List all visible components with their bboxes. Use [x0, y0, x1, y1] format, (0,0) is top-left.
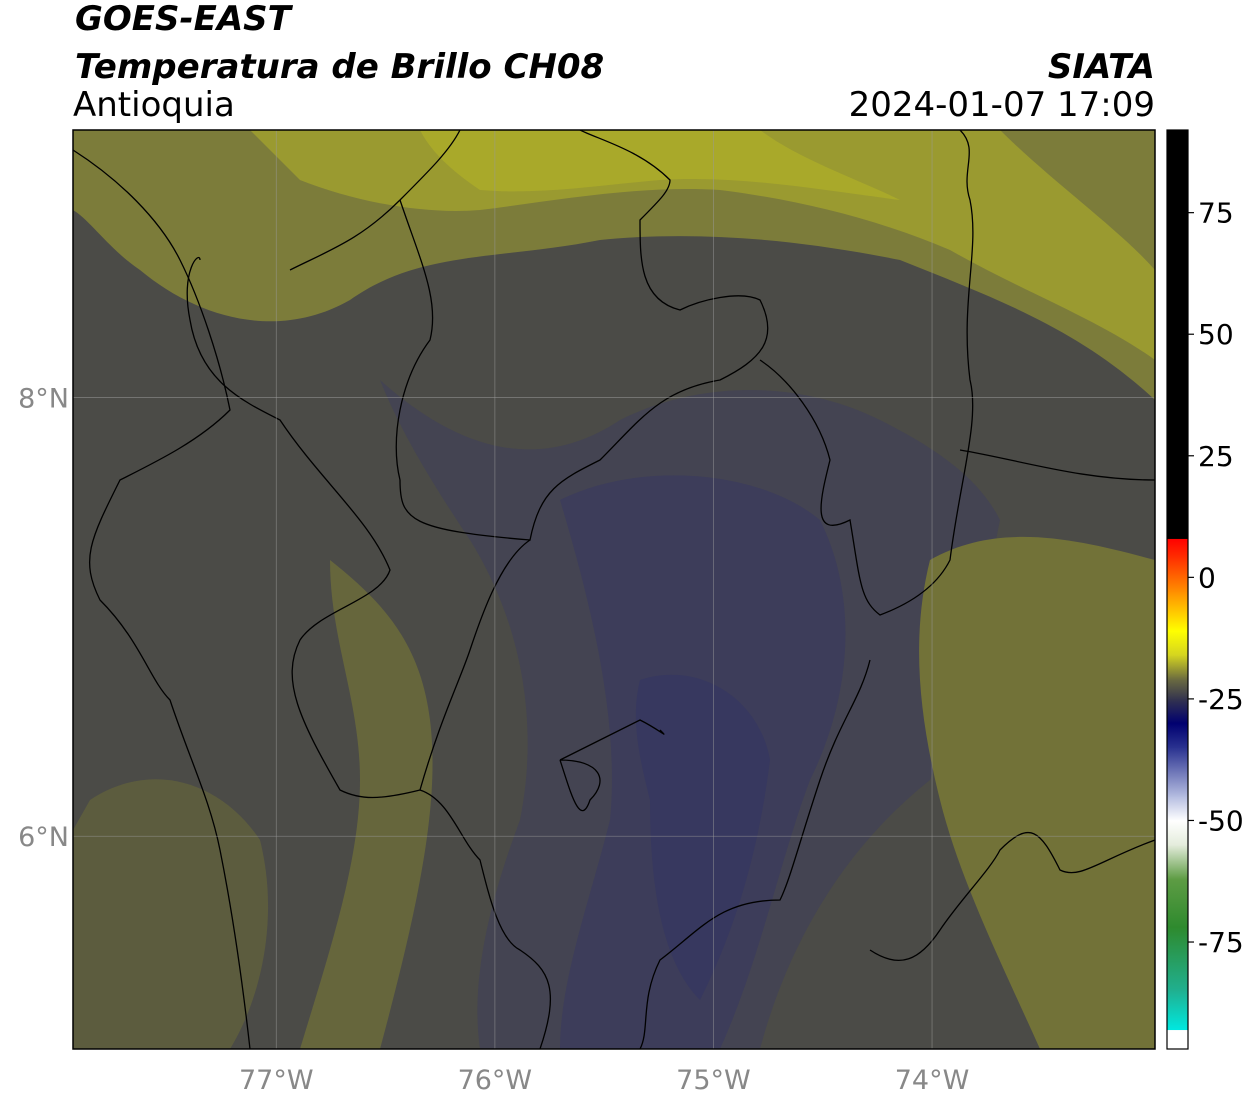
colorbar-segment: [1167, 747, 1188, 797]
colorbar-segment: [1167, 796, 1188, 821]
warm-band: [300, 560, 433, 1049]
colorbar-tick-label: 25: [1198, 440, 1234, 473]
warmest-zone: [420, 130, 900, 200]
colorbar-segment: [1167, 630, 1188, 656]
colorbar-segment: [1167, 723, 1188, 749]
colorbar-segment: [1167, 844, 1188, 880]
colorbar-segment: [1167, 698, 1188, 724]
colorbar-segment: [1167, 591, 1188, 632]
timestamp: 2024-01-07 17:09: [849, 85, 1155, 125]
colorbar-segment: [1167, 557, 1188, 593]
colorbar-tick-label: 75: [1198, 197, 1234, 230]
colorbar-segment: [1167, 820, 1188, 846]
title: GOES-EAST: [75, 0, 294, 39]
colorbar-tick-label: -50: [1198, 804, 1244, 837]
colorbar-segment: [1167, 990, 1188, 1031]
y-tick-label: 8°N: [18, 384, 69, 415]
x-tick-label: 76°W: [458, 1065, 533, 1096]
colorbar-segment: [1167, 655, 1188, 680]
x-tick-label: 74°W: [895, 1065, 970, 1096]
region: Antioquia: [73, 85, 235, 125]
colorbar-segment: [1167, 927, 1188, 992]
source: SIATA: [1048, 47, 1155, 87]
colorbar-segment: [1167, 1029, 1188, 1050]
colorbar-tick-label: 0: [1198, 561, 1216, 594]
subtitle: Temperatura de Brillo CH08: [75, 47, 604, 87]
colorbar-frame: [1166, 129, 1189, 1050]
colorbar-segment: [1167, 538, 1188, 559]
colorbar-segment: [1167, 679, 1188, 700]
colorbar-segment: [1167, 878, 1188, 928]
x-tick-label: 75°W: [676, 1065, 751, 1096]
x-tick-label: 77°W: [239, 1065, 314, 1096]
warm-east: [919, 536, 1155, 1049]
warmer-zone: [250, 130, 1155, 360]
colorbar-tick-label: -75: [1198, 926, 1244, 959]
coldest-zone: [635, 674, 770, 1000]
map-frame: [72, 129, 1156, 1050]
colorbar-tick-label: 50: [1198, 318, 1234, 351]
colorbar-tick-label: -25: [1198, 683, 1244, 716]
warm-sw: [73, 779, 269, 1049]
map-image: [73, 130, 1155, 1049]
colorbar-segment: [1167, 130, 1188, 539]
y-tick-label: 6°N: [18, 822, 69, 853]
